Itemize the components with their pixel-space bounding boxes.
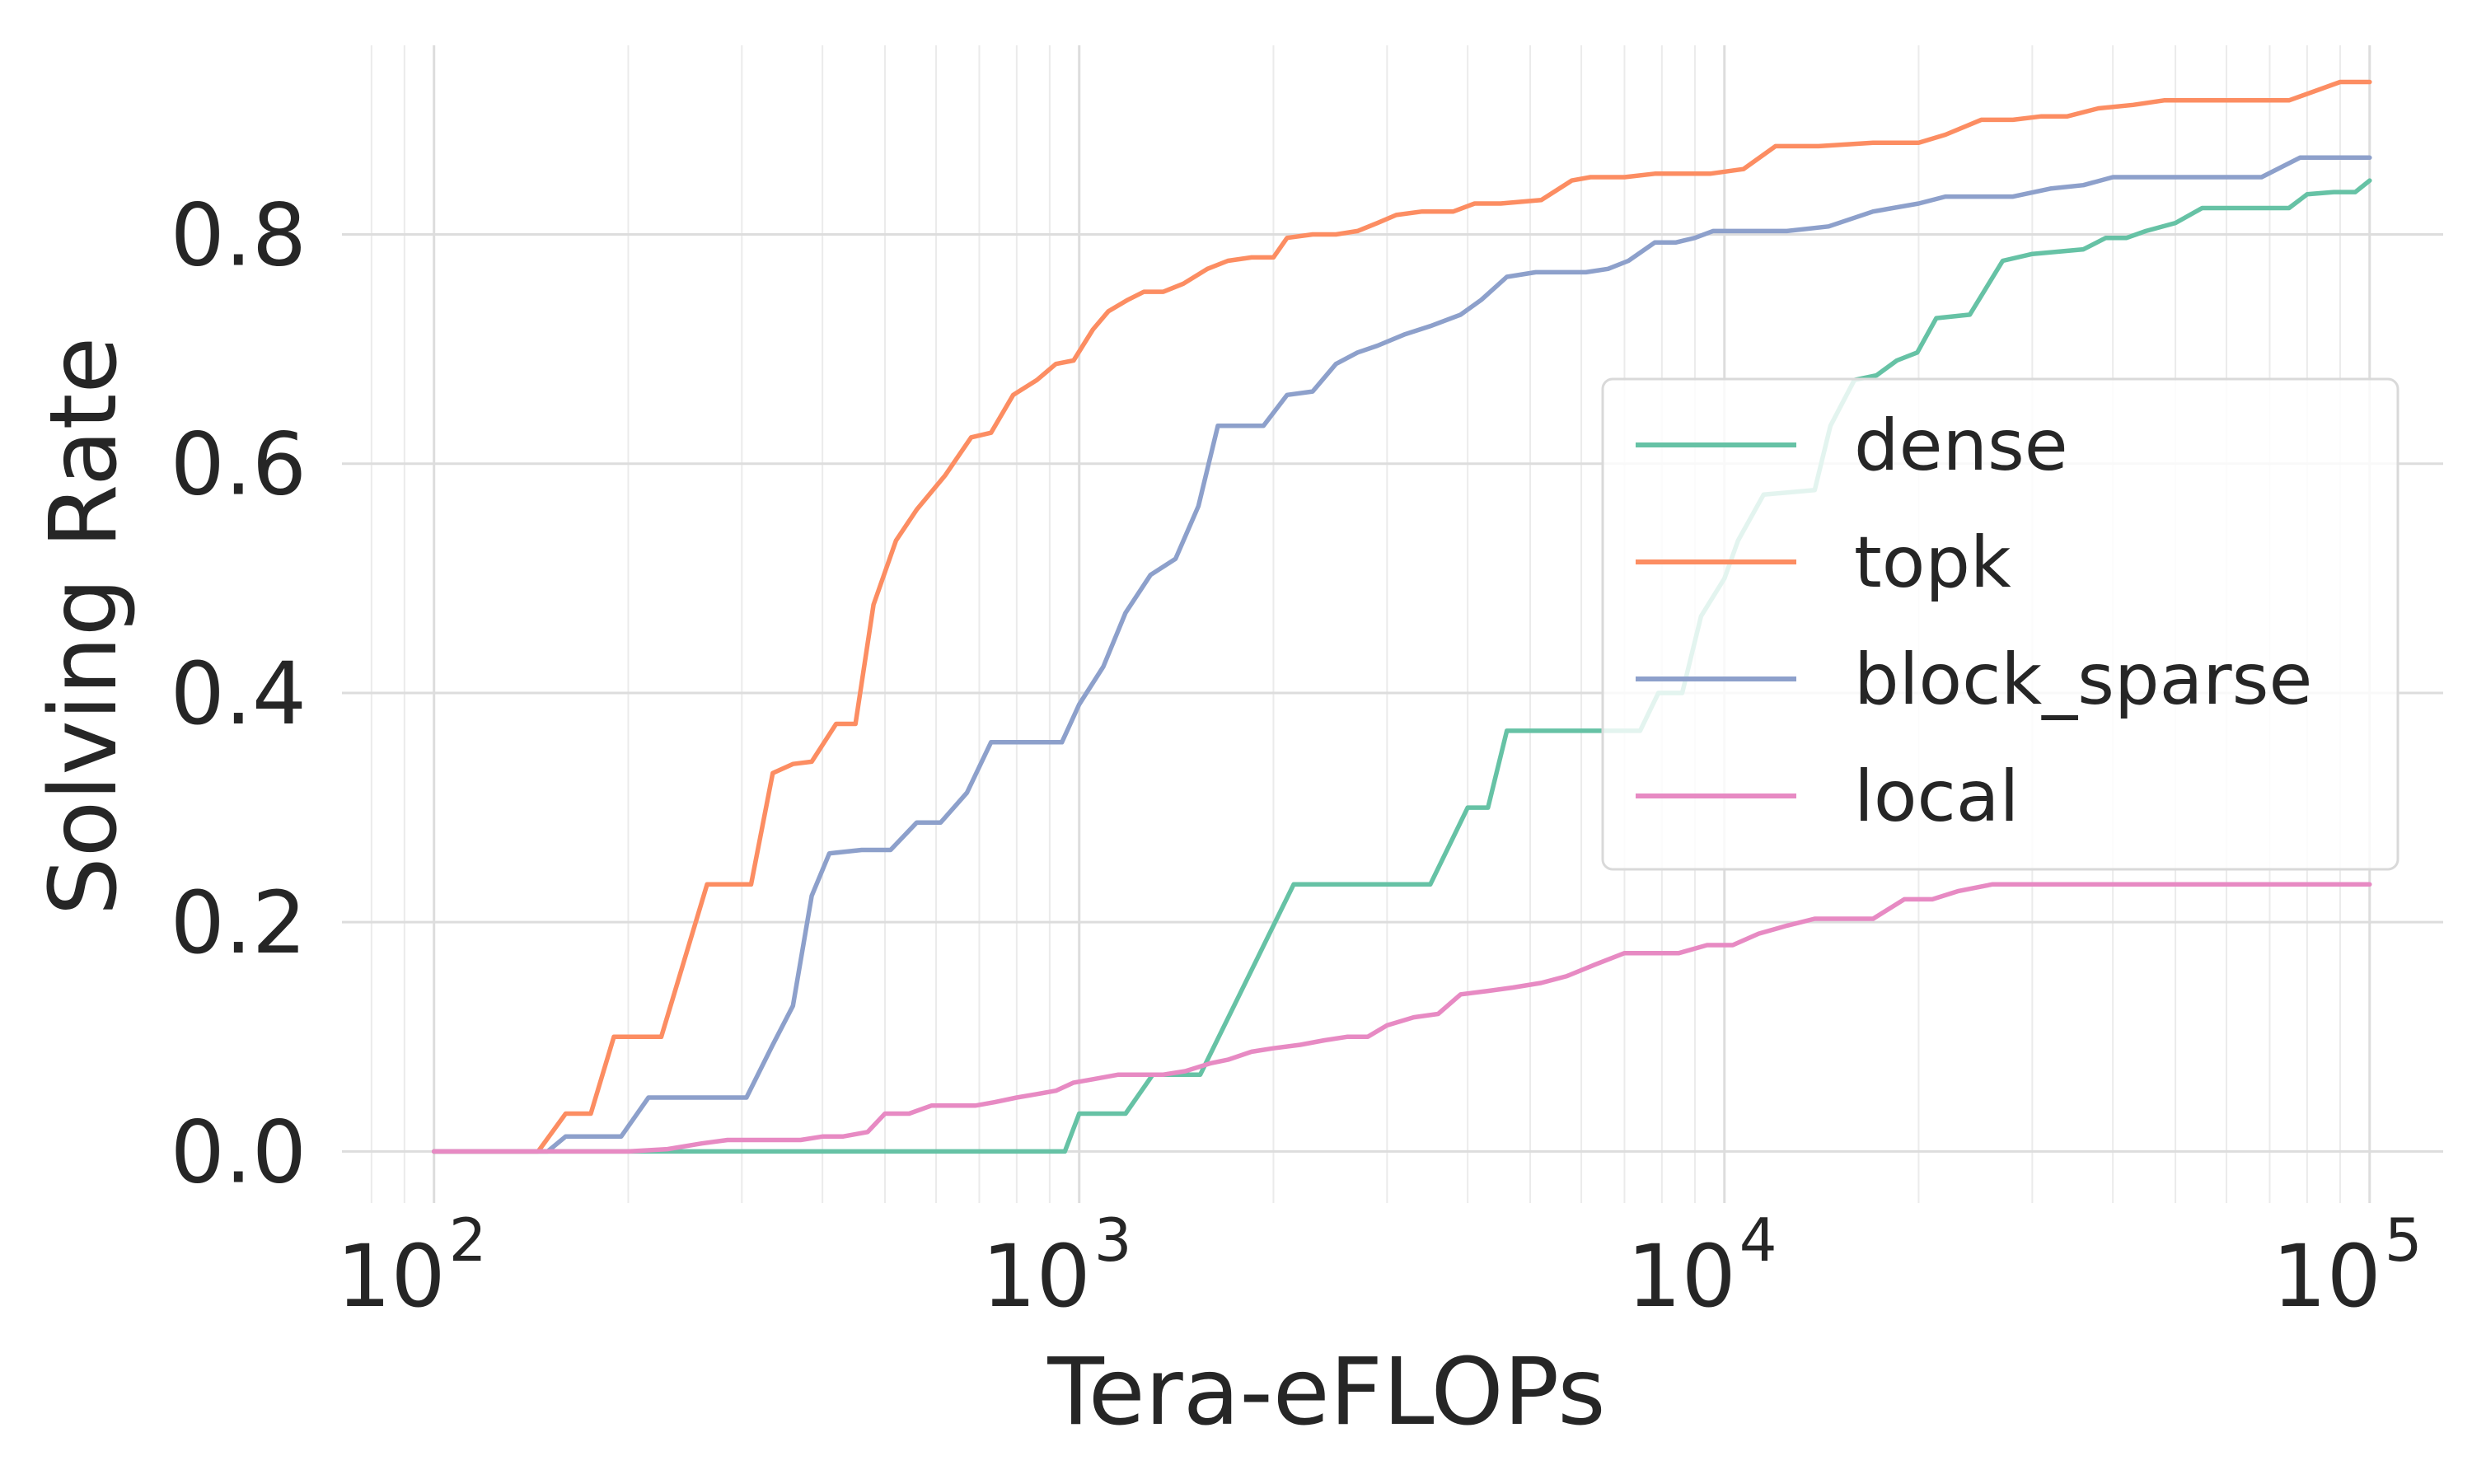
y-tick-label: 0.6 (171, 414, 307, 515)
x-tick-label: 10 (336, 1226, 445, 1327)
x-tick-label: 10 (981, 1226, 1090, 1327)
series-line-block_sparse (431, 155, 2372, 1154)
y-tick-label: 0.2 (171, 873, 307, 973)
x-axis-label: Tera-eFLOPs (1046, 1339, 1605, 1446)
x-tick-exponent: 2 (449, 1205, 487, 1275)
x-tick-label: 10 (2272, 1226, 2381, 1327)
legend-label-block_sparse: block_sparse (1854, 639, 2312, 721)
legend-label-local: local (1854, 756, 2019, 838)
y-tick-label: 0.8 (171, 185, 307, 286)
series-line-topk (431, 79, 2372, 1154)
series-line-local (431, 882, 2372, 1154)
legend-box (1601, 377, 2399, 871)
x-tick-exponent: 4 (1739, 1205, 1777, 1275)
legend-label-topk: topk (1854, 522, 2011, 604)
legend-label-dense: dense (1854, 405, 2068, 487)
x-tick-label: 10 (1627, 1226, 1735, 1327)
x-tick-labels: 10 2 10 3 10 4 10 5 (336, 1205, 2422, 1327)
x-tick-exponent: 5 (2385, 1205, 2423, 1275)
y-axis-label: Solving Rate (30, 337, 138, 916)
y-tick-label: 0.4 (171, 644, 307, 744)
x-tick-exponent: 3 (1094, 1205, 1132, 1275)
y-tick-labels: 0.0 0.2 0.4 0.6 0.8 (171, 185, 307, 1203)
y-tick-label: 0.0 (171, 1102, 307, 1202)
